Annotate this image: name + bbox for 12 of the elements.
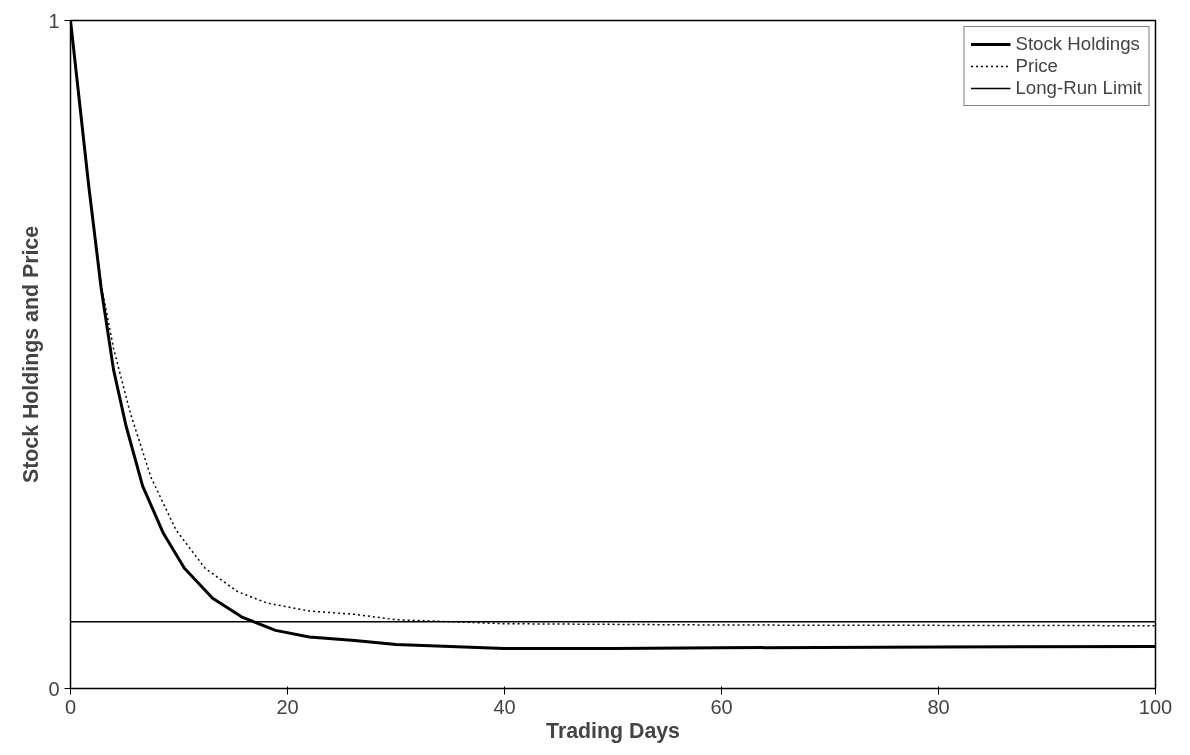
y-axis-title: Stock Holdings and Price [19, 225, 44, 484]
x-tick-label: 80 [927, 695, 950, 718]
x-tick-label: 20 [276, 695, 299, 718]
legend-label: Stock Holdings [1015, 33, 1140, 55]
x-tick-label: 0 [64, 695, 77, 718]
x-axis-title: Trading Days [546, 718, 680, 743]
x-tick-label: 60 [710, 695, 733, 718]
x-tick-label: 100 [1138, 695, 1173, 718]
y-tick-label: 1 [48, 9, 60, 32]
x-tick-label: 40 [493, 695, 516, 718]
legend-label: Long-Run Limit [1015, 77, 1142, 99]
legend-label: Price [1015, 55, 1058, 77]
